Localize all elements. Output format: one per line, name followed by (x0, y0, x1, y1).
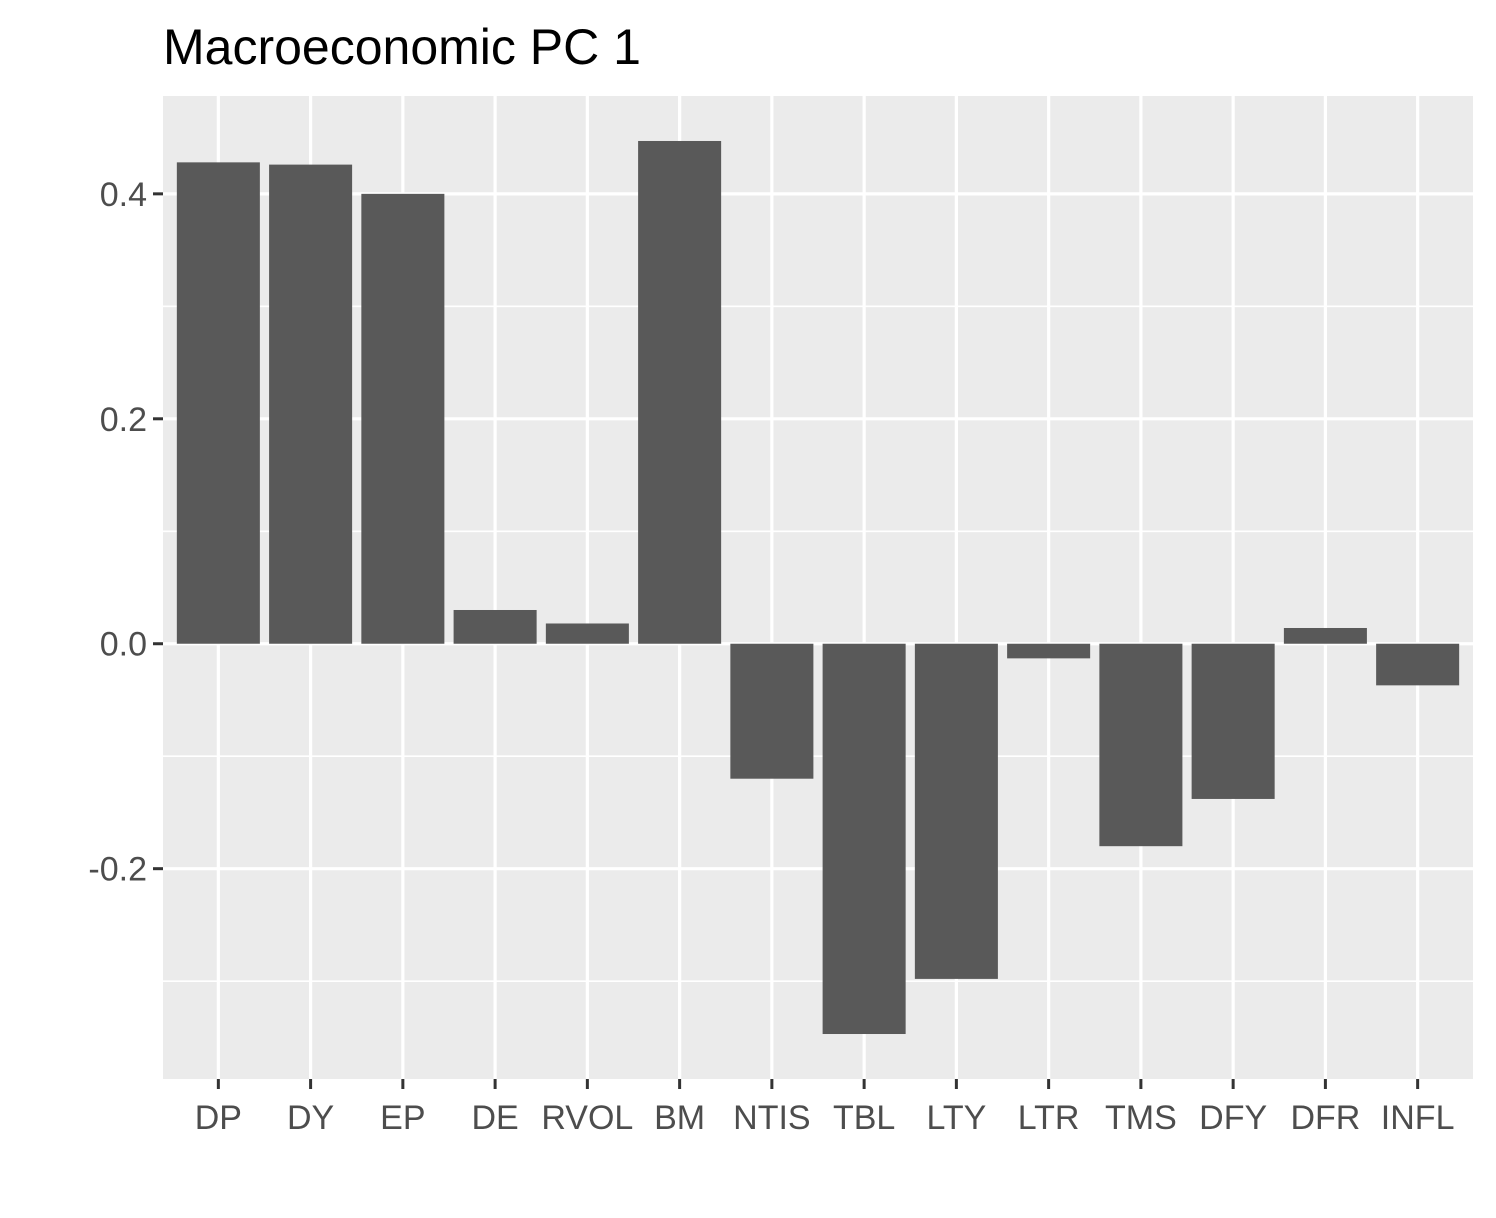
bar-de (453, 609, 537, 644)
x-tick-label: DFY (1199, 1099, 1267, 1137)
bar-dfr (1283, 627, 1367, 644)
bar-bm (638, 140, 722, 644)
bars (176, 140, 1460, 1035)
x-tick-label: DE (471, 1099, 518, 1137)
x-tick-label: NTIS (733, 1099, 810, 1137)
x-tick-label: LTR (1018, 1099, 1080, 1137)
bar-dp (176, 162, 260, 644)
x-tick-label: TBL (833, 1099, 895, 1137)
y-tick-label: 0.0 (100, 626, 147, 664)
x-tick-label: DY (287, 1099, 334, 1137)
x-tick-label: EP (380, 1099, 425, 1137)
bar-dfy (1191, 643, 1275, 799)
x-tick-label: BM (654, 1099, 705, 1137)
y-axis: -0.2 0.0 0.2 0.4 (88, 176, 163, 889)
x-tick-label: TMS (1105, 1099, 1177, 1137)
bar-lty (914, 643, 998, 979)
bar-tbl (822, 643, 906, 1035)
x-tick-label: INFL (1381, 1099, 1455, 1137)
x-tick-label: RVOL (541, 1099, 633, 1137)
y-tick-label: -0.2 (88, 851, 147, 889)
y-tick-label: 0.2 (100, 401, 147, 439)
x-axis: DP DY EP DE RVOL BM NTIS TBL LTY LTR TMS DFY DFR INFL (195, 1079, 1455, 1137)
y-tick-label: 0.4 (100, 176, 147, 214)
x-tick-label: DP (195, 1099, 242, 1137)
bar-infl (1376, 643, 1460, 686)
bar-tms (1099, 643, 1183, 847)
x-tick-label: LTY (926, 1099, 986, 1137)
bar-ntis (730, 643, 814, 779)
bar-rvol (545, 623, 629, 644)
bar-dy (269, 164, 353, 644)
bar-ep (361, 193, 445, 644)
bar-ltr (1007, 643, 1091, 659)
chart-title: Macroeconomic PC 1 (163, 19, 641, 75)
plot-panel (163, 96, 1473, 1079)
x-tick-label: DFR (1290, 1099, 1360, 1137)
